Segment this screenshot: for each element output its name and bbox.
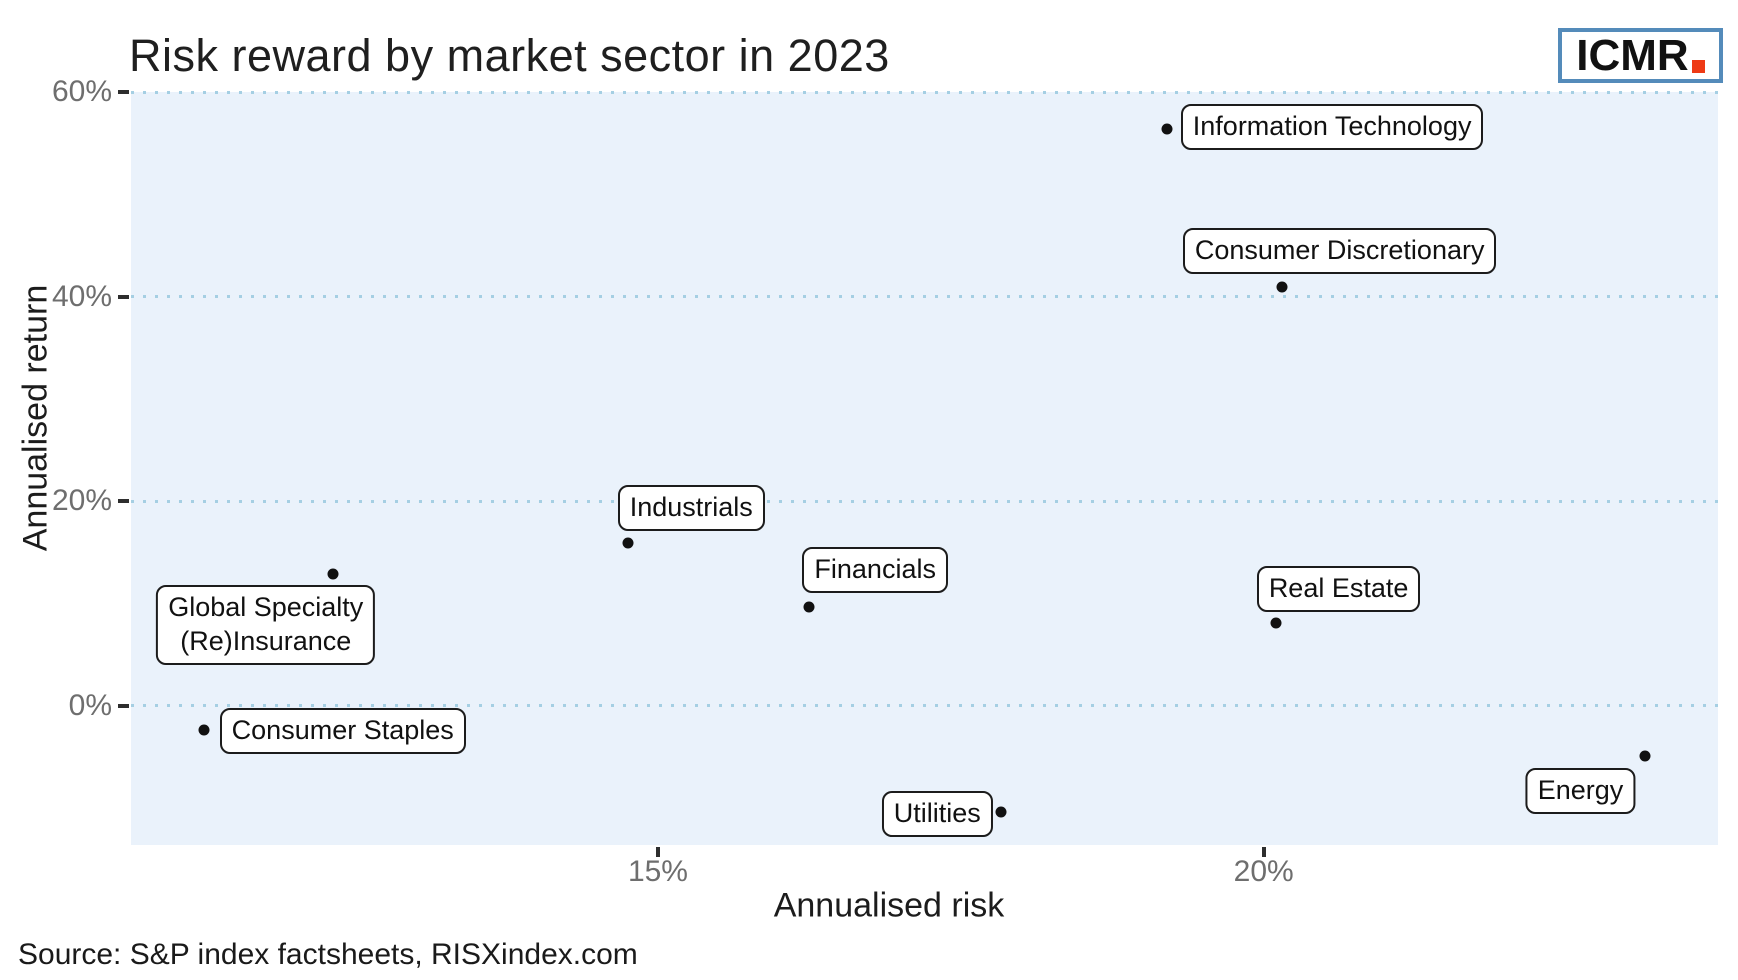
data-point-label: Financials [802,546,948,593]
y-tick-label: 20% [51,484,112,518]
x-tick-mark [1261,847,1266,857]
data-point-dot [327,568,339,580]
data-point-dot [622,537,634,549]
y-tick-mark [118,294,129,299]
source-note: Source: S&P index factsheets, RISXindex.… [18,938,638,971]
y-tick-label: 60% [51,75,112,108]
data-point-dot [1276,281,1288,293]
icmr-logo-text: ICMR [1576,30,1689,80]
data-point-dot [198,724,210,736]
x-tick-label: 20% [1233,855,1294,888]
gridline [131,295,1718,299]
y-tick-mark [118,499,129,504]
data-point-dot [995,806,1007,818]
data-point-label: Information Technology [1180,103,1484,150]
y-tick-mark [118,90,129,94]
gridline [131,704,1718,708]
data-point-dot [803,601,815,613]
data-point-dot [1270,617,1282,629]
data-point-label: Global Specialty (Re)Insurance [156,584,376,665]
data-point-label: Energy [1525,767,1636,814]
data-point-label: Industrials [617,485,765,532]
y-tick-label: 40% [51,279,112,313]
gridline [131,90,1718,94]
icmr-logo-dot-icon [1691,60,1705,73]
y-tick-label: 0% [68,688,112,722]
data-point-dot [1639,750,1651,762]
gridline [131,499,1718,503]
data-point-dot [1161,123,1173,135]
data-point-label: Consumer Discretionary [1182,228,1497,275]
data-point-label: Real Estate [1256,565,1421,612]
x-tick-mark [655,847,660,857]
icmr-logo: ICMR [1558,28,1723,83]
chart-title: Risk reward by market sector in 2023 [129,30,890,81]
data-point-label: Utilities [881,791,993,838]
x-axis-title: Annualised risk [773,886,1005,925]
x-tick-label: 15% [627,855,688,888]
data-point-label: Consumer Staples [219,708,466,755]
y-axis-title: Annualised return [16,284,55,552]
y-tick-mark [118,703,129,708]
